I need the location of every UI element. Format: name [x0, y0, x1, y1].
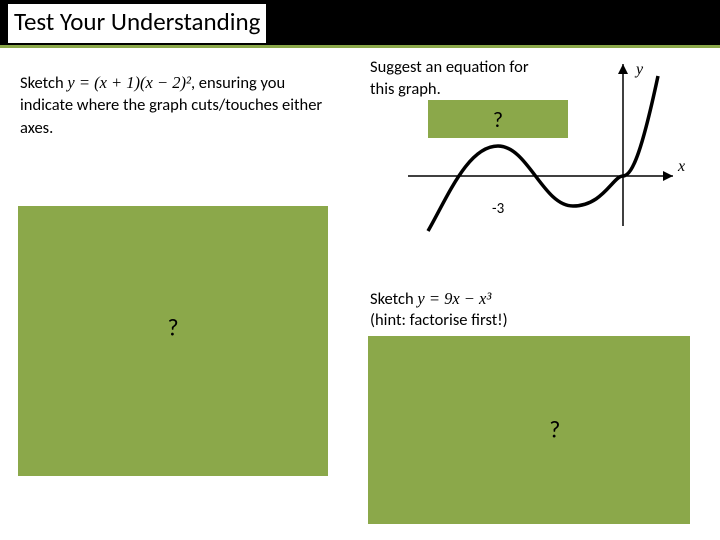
bottom-prompt-math: y = 9x − x³: [417, 289, 491, 308]
left-prompt: Sketch y = (x + 1)(x − 2)², ensuring you…: [20, 72, 340, 139]
x-axis-arrow-icon: [663, 171, 673, 181]
x-axis-label: x: [677, 158, 685, 175]
y-axis-arrow-icon: [618, 64, 628, 74]
bottom-prompt-post: (hint: factorise first!): [370, 310, 508, 330]
right-reveal-small[interactable]: ?: [428, 100, 568, 138]
bottom-prompt: Sketch y = 9x − x³ (hint: factorise firs…: [370, 288, 700, 332]
left-column: Sketch y = (x + 1)(x − 2)², ensuring you…: [20, 72, 340, 139]
qmark-icon: ?: [549, 416, 560, 445]
cubic-graph: y x: [388, 56, 688, 236]
left-prompt-pre: Sketch: [20, 73, 67, 93]
qmark-icon: ?: [167, 313, 178, 342]
graph-svg: y x: [388, 56, 688, 236]
content-area: Sketch y = (x + 1)(x − 2)², ensuring you…: [0, 48, 720, 540]
y-axis-label: y: [634, 61, 644, 78]
page-title: Test Your Understanding: [8, 4, 266, 43]
bottom-reveal-box[interactable]: ?: [368, 336, 690, 524]
bottom-prompt-pre: Sketch: [370, 289, 417, 309]
left-reveal-box[interactable]: ?: [18, 206, 328, 476]
qmark-icon: ?: [493, 106, 503, 133]
x-intercept-label: -3: [490, 200, 506, 218]
right-column: Suggest an equation for this graph. y x …: [370, 56, 700, 101]
header-bar: Test Your Understanding: [0, 0, 720, 48]
left-prompt-math: y = (x + 1)(x − 2)²: [67, 73, 191, 92]
